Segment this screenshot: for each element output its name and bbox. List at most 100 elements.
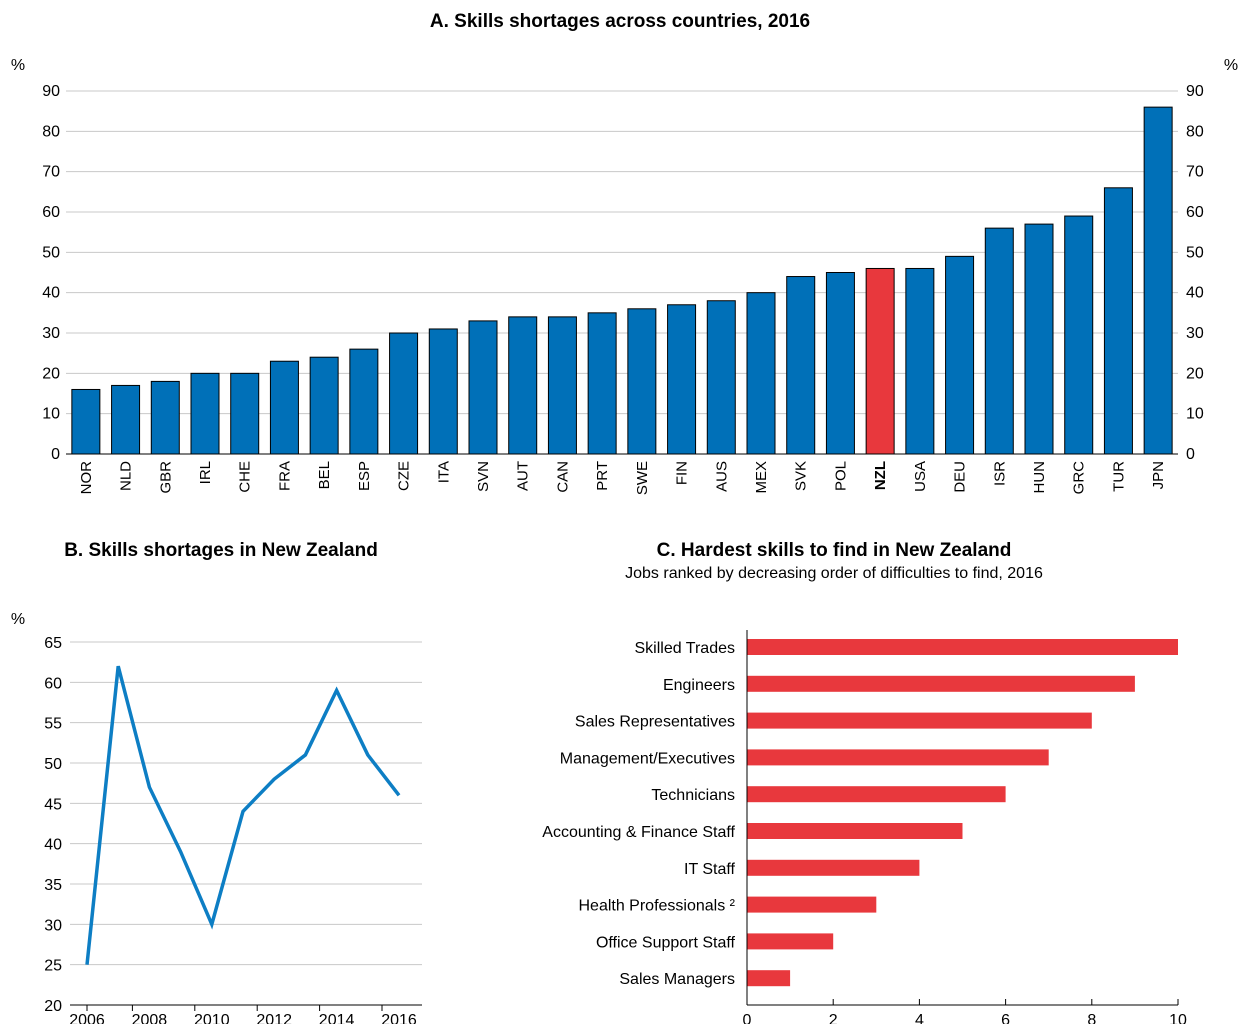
panel-b-y-tick-label: 35 [44, 877, 62, 894]
panel-a-category-label: CHE [237, 461, 254, 493]
panel-a-category-label: ITA [435, 461, 452, 483]
panel-c-x-tick-label: 8 [1087, 1012, 1096, 1024]
bar [111, 384, 141, 455]
bar [1143, 106, 1173, 455]
panel-b-y-tick-label: 25 [44, 958, 62, 975]
panel-a-category-label: IRL [197, 461, 214, 484]
bar [746, 292, 776, 455]
panel-b-line-chart: 20 25 30 35 40 45 50 55 60 65 2006 2008 2010 2012 2014… [44, 635, 422, 1024]
bar [706, 300, 736, 455]
panel-b-y-tick-label: 50 [44, 756, 62, 773]
bar [150, 380, 180, 455]
panel-b-y-tick-label: 65 [44, 635, 62, 652]
panel-a-category-label: FIN [674, 461, 691, 485]
bar [945, 255, 975, 455]
panel-b-y-tick-label: 40 [44, 837, 62, 854]
panel-b-y-tick-label: 55 [44, 716, 62, 733]
panel-c-title: C. Hardest skills to find in New Zealand [657, 540, 1012, 561]
panel-c-category-label: Management/Executives [560, 750, 735, 767]
bar [1024, 223, 1054, 455]
bar [1103, 187, 1133, 455]
panel-b-unit-label: % [11, 611, 25, 628]
panel-a-category-label: GRC [1071, 461, 1088, 495]
panel-c-subtitle: Jobs ranked by decreasing order of diffi… [625, 565, 1043, 582]
bar [389, 332, 419, 455]
panel-b-y-tick-label: 30 [44, 917, 62, 934]
panel-a-category-label: ISR [991, 461, 1008, 486]
panel-a-category-label: HUN [1031, 461, 1048, 494]
bar [627, 308, 657, 455]
panel-b-x-tick-label: 2012 [256, 1012, 292, 1024]
panel-b-y-tick-label: 45 [44, 796, 62, 813]
hbar [747, 712, 1092, 729]
panel-a-bar-chart: 0 0 10 10 20 20 30 30 40 40 50 50 60 60 70 70 80 80 90 90 NO… [42, 83, 1204, 495]
panel-c-category-label: Sales Managers [619, 971, 735, 988]
panel-a-right-tick-label: 50 [1186, 244, 1204, 261]
panel-a-left-tick-label: 70 [42, 164, 60, 181]
panel-a-category-label: ESP [356, 461, 373, 491]
panel-a-title: A. Skills shortages across countries, 20… [430, 11, 810, 32]
panel-a-left-tick-label: 60 [42, 204, 60, 221]
panel-c-x-tick-label: 0 [743, 1012, 752, 1024]
panel-c-category-label: Office Support Staff [596, 934, 736, 951]
bar [349, 348, 379, 455]
panel-a-left-tick-label: 10 [42, 406, 60, 423]
panel-a-left-tick-label: 50 [42, 244, 60, 261]
panel-a-right-tick-label: 80 [1186, 123, 1204, 140]
panel-a-left-unit-label: % [11, 57, 25, 74]
bar [269, 360, 299, 455]
panel-a-category-label: CAN [554, 461, 571, 493]
panel-a-category-label: AUT [515, 461, 532, 491]
panel-a-left-tick-label: 40 [42, 285, 60, 302]
panel-a-left-tick-label: 20 [42, 365, 60, 382]
hbar [747, 639, 1178, 655]
bar [508, 316, 538, 455]
panel-c-category-label: Technicians [651, 787, 735, 804]
panel-c-x-tick-label: 10 [1169, 1012, 1187, 1024]
panel-c-hbar-chart: Skilled Trades Engineers Sales Representat… [542, 630, 1187, 1024]
panel-c-category-label: Accounting & Finance Staff [542, 824, 735, 841]
panel-b-x-tick-label: 2016 [381, 1012, 417, 1024]
panel-a-left-tick-label: 80 [42, 123, 60, 140]
panel-c-category-label: Engineers [663, 677, 735, 694]
panel-c-x-tick-label: 2 [829, 1012, 838, 1024]
hbar [747, 970, 791, 987]
panel-a-right-tick-label: 0 [1186, 446, 1195, 463]
panel-a-left-tick-label: 30 [42, 325, 60, 342]
panel-a-category-label: GBR [157, 461, 174, 494]
panel-b-y-tick-label: 20 [44, 998, 62, 1015]
panel-c-category-label: Sales Representatives [575, 714, 735, 731]
panel-a-left-tick-label: 90 [42, 83, 60, 100]
bar [190, 372, 220, 455]
hbar [747, 933, 834, 950]
panel-a-category-label: SWE [634, 461, 651, 495]
series-line [85, 665, 401, 965]
panel-a-category-label: TUR [1110, 461, 1127, 492]
panel-a-category-label: USA [912, 461, 929, 492]
panel-a-category-label: NZL [872, 461, 889, 490]
panel-a-category-label: FRA [276, 461, 293, 491]
panel-a-category-label: CZE [396, 461, 413, 491]
panel-a-category-label: SVN [475, 461, 492, 492]
bar [1064, 215, 1094, 455]
bar [428, 328, 458, 455]
panel-c-x-tick-label: 4 [915, 1012, 924, 1024]
panel-c-category-label: Skilled Trades [635, 640, 736, 657]
bar [468, 320, 498, 455]
panel-c-x-tick-label: 6 [1001, 1012, 1010, 1024]
hbar [747, 786, 1006, 803]
panel-a-category-label: DEU [952, 461, 969, 493]
hbar [747, 859, 920, 876]
panel-a-right-unit-label: % [1224, 57, 1238, 74]
panel-a-category-label: POL [832, 461, 849, 491]
panel-a-right-tick-label: 70 [1186, 164, 1204, 181]
highlight-bar [865, 267, 895, 455]
bar [71, 388, 101, 455]
bar [309, 356, 339, 455]
panel-c-category-label: IT Staff [684, 861, 736, 878]
bar [230, 372, 260, 455]
panel-b-title: B. Skills shortages in New Zealand [64, 540, 378, 561]
panel-a-right-tick-label: 10 [1186, 406, 1204, 423]
bar [984, 227, 1014, 455]
